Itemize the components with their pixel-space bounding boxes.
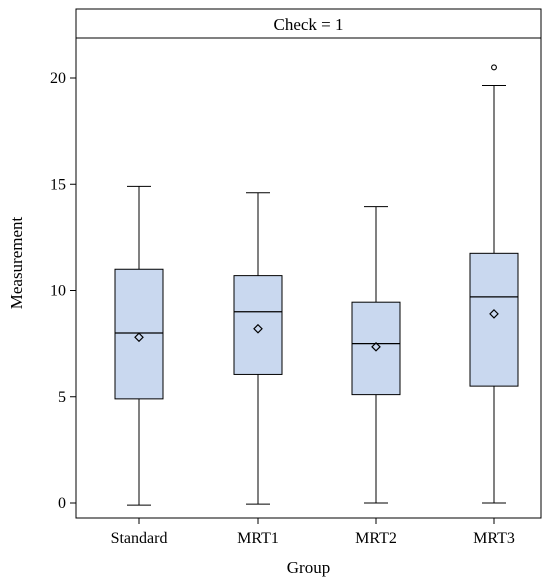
x-tick-label: MRT2 bbox=[355, 530, 397, 547]
y-axis: 0 5 10 15 20 bbox=[50, 70, 76, 512]
x-axis: Standard MRT1 MRT2 MRT3 bbox=[111, 518, 515, 547]
mean-marker bbox=[253, 323, 263, 334]
y-tick-label: 5 bbox=[58, 389, 66, 406]
box-standard bbox=[114, 185, 164, 506]
box-series bbox=[114, 64, 519, 506]
y-axis-title: Measurement bbox=[7, 216, 26, 309]
x-tick-label: MRT3 bbox=[473, 530, 515, 547]
y-tick-label: 0 bbox=[58, 495, 66, 512]
mean-marker bbox=[489, 309, 499, 319]
y-tick-label: 20 bbox=[50, 70, 66, 87]
box-mrt1 bbox=[233, 192, 283, 505]
panel-title: Check = 1 bbox=[273, 15, 343, 34]
iqr-box bbox=[469, 252, 519, 387]
x-axis-title: Group bbox=[287, 558, 330, 577]
x-tick-label: Standard bbox=[111, 530, 168, 547]
outlier-point bbox=[491, 64, 497, 71]
plot-frame bbox=[75, 8, 542, 519]
box-mrt2 bbox=[351, 206, 401, 504]
box-mrt3 bbox=[469, 64, 519, 504]
y-tick-label: 10 bbox=[50, 283, 66, 300]
iqr-box bbox=[351, 301, 401, 396]
x-tick-label: MRT1 bbox=[237, 530, 279, 547]
y-tick-label: 15 bbox=[50, 176, 66, 193]
mean-marker bbox=[371, 341, 381, 352]
mean-marker bbox=[134, 332, 144, 343]
